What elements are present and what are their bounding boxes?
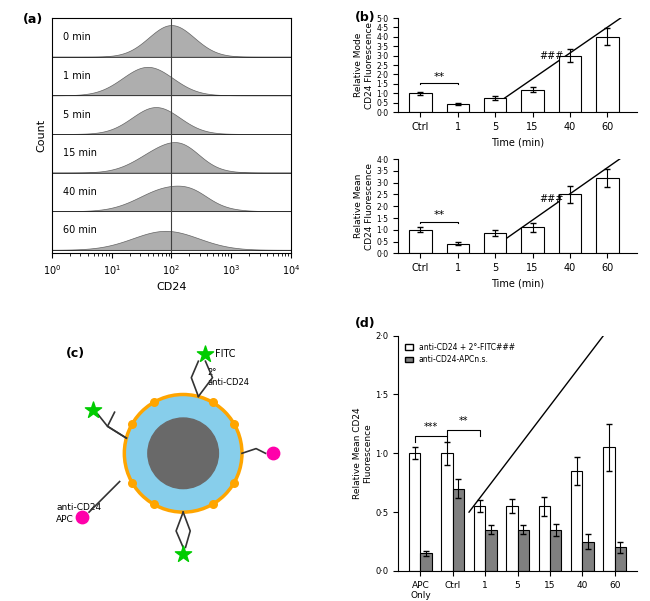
Bar <box>521 227 544 253</box>
Bar <box>559 56 581 112</box>
Bar <box>409 453 421 571</box>
Y-axis label: Relative Mean CD24
Fluorescence: Relative Mean CD24 Fluorescence <box>353 407 372 499</box>
Y-axis label: Relative Mean
CD24 Fluorescence: Relative Mean CD24 Fluorescence <box>354 163 374 250</box>
Text: **: ** <box>434 72 445 82</box>
Text: (a): (a) <box>23 13 44 26</box>
Point <box>77 512 87 522</box>
Point <box>149 397 159 407</box>
Point <box>207 499 218 509</box>
Bar <box>409 93 432 112</box>
Point <box>267 448 278 458</box>
Bar <box>521 90 544 112</box>
Text: **: ** <box>459 416 468 426</box>
Point <box>127 419 137 429</box>
Bar <box>441 453 453 571</box>
Text: 2°
anti-CD24: 2° anti-CD24 <box>208 368 250 388</box>
Bar <box>447 244 469 253</box>
Text: 60 min: 60 min <box>62 225 96 236</box>
Point <box>88 405 99 415</box>
Text: 15 min: 15 min <box>62 148 96 158</box>
Bar <box>539 506 550 571</box>
Bar <box>409 230 432 253</box>
Point <box>229 478 239 487</box>
X-axis label: CD24: CD24 <box>156 282 187 293</box>
Bar <box>596 37 619 112</box>
Bar <box>453 489 464 571</box>
Y-axis label: Relative Mode
CD24 Fluorescence: Relative Mode CD24 Fluorescence <box>354 22 374 109</box>
Text: (b): (b) <box>356 10 376 23</box>
Text: (c): (c) <box>66 347 84 361</box>
Text: 5 min: 5 min <box>62 109 90 120</box>
Bar <box>596 178 619 253</box>
Circle shape <box>124 394 242 512</box>
Text: 40 min: 40 min <box>62 187 96 197</box>
Text: anti-CD24: anti-CD24 <box>56 503 101 512</box>
Text: 1 min: 1 min <box>62 71 90 81</box>
Point <box>127 478 137 487</box>
Bar <box>474 506 485 571</box>
Bar <box>421 554 432 571</box>
Bar <box>615 548 626 571</box>
Point <box>200 349 211 359</box>
Text: **: ** <box>434 210 445 221</box>
Text: ###: ### <box>539 194 564 204</box>
Text: FITC: FITC <box>215 349 235 359</box>
Legend: anti-CD24 + 2°-FITC###, anti-CD24-APCn.s.: anti-CD24 + 2°-FITC###, anti-CD24-APCn.s… <box>402 340 518 367</box>
Circle shape <box>148 418 218 489</box>
Point <box>207 397 218 407</box>
Bar <box>517 529 529 571</box>
Bar <box>582 542 593 571</box>
Point <box>178 550 188 560</box>
Bar <box>571 471 582 571</box>
Bar <box>485 529 497 571</box>
X-axis label: Time (min): Time (min) <box>491 138 544 147</box>
Bar <box>484 98 506 112</box>
Text: 0 min: 0 min <box>62 32 90 42</box>
Bar <box>484 233 506 253</box>
Point <box>149 499 159 509</box>
Text: (d): (d) <box>356 317 376 330</box>
X-axis label: Time (min): Time (min) <box>491 279 544 288</box>
Bar <box>550 529 562 571</box>
Text: APC: APC <box>56 514 74 523</box>
Bar <box>447 104 469 112</box>
Text: ###: ### <box>539 52 564 61</box>
Bar <box>559 195 581 253</box>
Bar <box>506 506 517 571</box>
Point <box>229 419 239 429</box>
Text: ***: *** <box>424 422 438 432</box>
Bar <box>603 447 615 571</box>
Y-axis label: Count: Count <box>36 119 46 152</box>
